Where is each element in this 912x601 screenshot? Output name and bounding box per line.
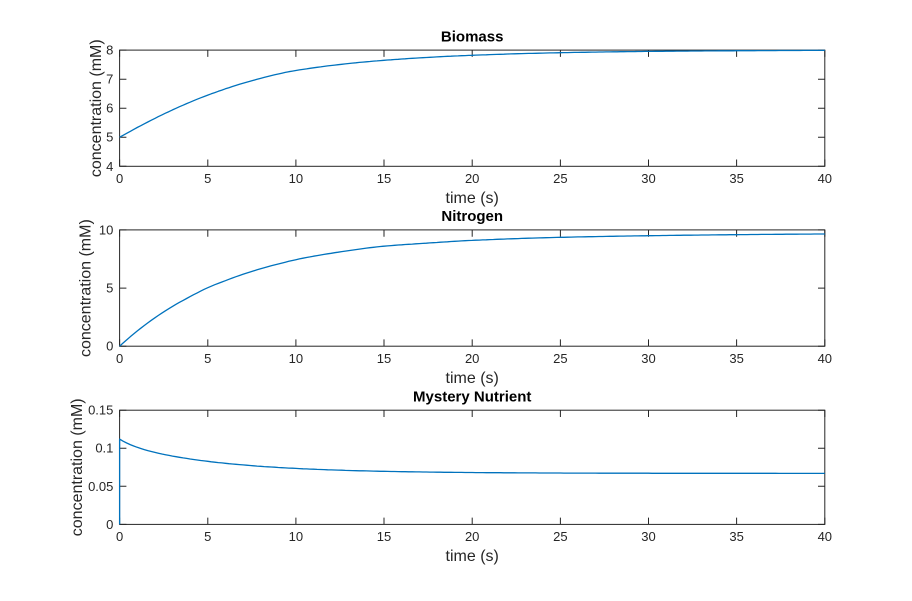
svg-text:30: 30: [641, 351, 655, 366]
svg-text:35: 35: [729, 171, 743, 186]
svg-text:40: 40: [818, 171, 832, 186]
svg-text:40: 40: [818, 351, 832, 366]
svg-text:time (s): time (s): [446, 370, 499, 387]
svg-text:0.15: 0.15: [88, 403, 113, 418]
svg-text:35: 35: [729, 529, 743, 544]
svg-text:0: 0: [106, 517, 113, 532]
svg-text:10: 10: [99, 222, 113, 237]
svg-text:25: 25: [553, 529, 567, 544]
svg-text:concentration (mM): concentration (mM): [77, 219, 94, 357]
svg-text:5: 5: [204, 351, 211, 366]
svg-text:time (s): time (s): [446, 548, 499, 565]
svg-text:5: 5: [204, 529, 211, 544]
svg-text:5: 5: [106, 281, 113, 296]
svg-text:15: 15: [377, 529, 391, 544]
svg-text:5: 5: [204, 171, 211, 186]
svg-text:0: 0: [116, 171, 123, 186]
svg-text:15: 15: [377, 351, 391, 366]
svg-text:concentration (mM): concentration (mM): [88, 39, 105, 177]
svg-text:0.05: 0.05: [88, 479, 113, 494]
svg-text:0: 0: [116, 351, 123, 366]
svg-text:35: 35: [729, 351, 743, 366]
svg-text:8: 8: [106, 43, 113, 58]
svg-text:Mystery Nutrient: Mystery Nutrient: [413, 389, 531, 406]
svg-text:10: 10: [289, 351, 303, 366]
svg-text:0.1: 0.1: [95, 441, 113, 456]
svg-text:10: 10: [289, 171, 303, 186]
svg-text:30: 30: [641, 529, 655, 544]
svg-text:5: 5: [106, 130, 113, 145]
svg-text:40: 40: [818, 529, 832, 544]
svg-text:7: 7: [106, 72, 113, 87]
svg-text:30: 30: [641, 171, 655, 186]
svg-text:concentration (mM): concentration (mM): [69, 398, 86, 536]
svg-text:25: 25: [553, 171, 567, 186]
svg-text:25: 25: [553, 351, 567, 366]
svg-text:4: 4: [106, 159, 113, 174]
svg-text:20: 20: [465, 529, 479, 544]
svg-text:Nitrogen: Nitrogen: [441, 208, 503, 225]
svg-text:20: 20: [465, 171, 479, 186]
svg-text:20: 20: [465, 351, 479, 366]
svg-text:0: 0: [116, 529, 123, 544]
svg-text:15: 15: [377, 171, 391, 186]
svg-text:time (s): time (s): [446, 190, 499, 207]
svg-text:Biomass: Biomass: [441, 28, 504, 45]
svg-text:6: 6: [106, 101, 113, 116]
svg-text:0: 0: [106, 339, 113, 354]
svg-text:10: 10: [289, 529, 303, 544]
